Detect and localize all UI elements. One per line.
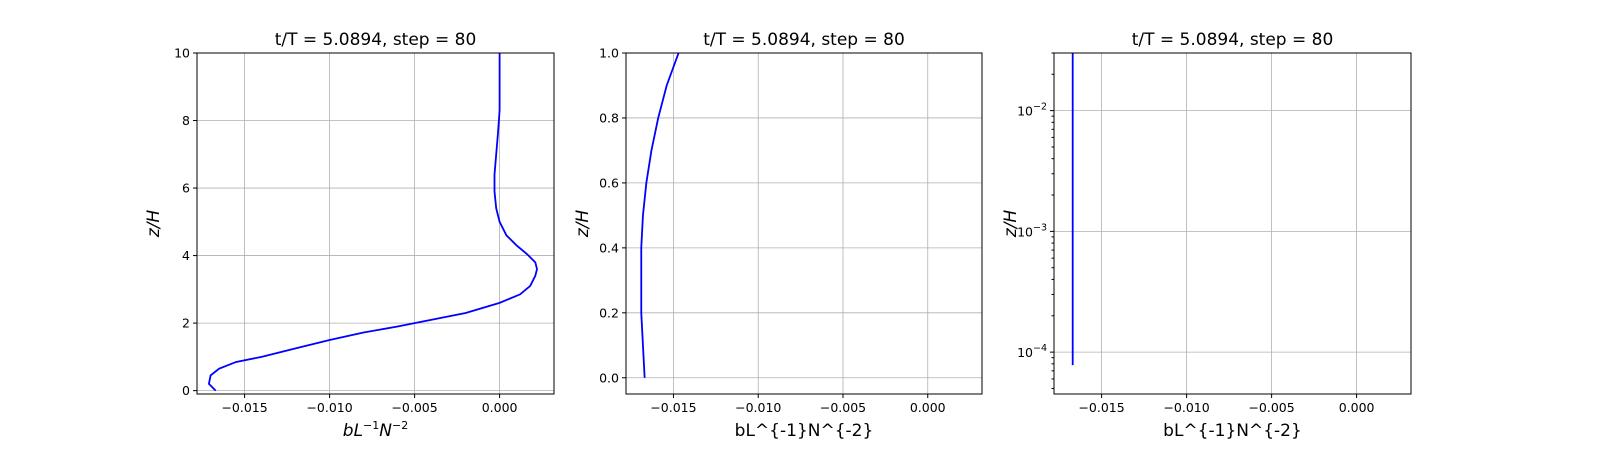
- y-tick-label: 10−2: [1017, 102, 1047, 119]
- series-line: [640, 52, 680, 378]
- x-tick-label: −0.005: [1248, 400, 1294, 415]
- y-axis-label: z/H: [573, 210, 593, 239]
- x-tick-label: −0.010: [1163, 400, 1209, 415]
- y-tick-label: 4: [182, 248, 190, 263]
- x-tick-label: −0.010: [306, 400, 352, 415]
- x-tick-label: −0.005: [820, 400, 866, 415]
- plot-frame: [196, 52, 555, 395]
- x-tick-label: −0.015: [1078, 400, 1124, 415]
- x-tick-label: −0.010: [735, 400, 781, 415]
- panel-2: −0.015 −0.010 −0.005 0.000 0.0 0.2 0.4 0.6 0.8 1…: [573, 30, 983, 441]
- panel-3: −0.015 −0.010 −0.005 0.000 10−4 10−3 10−2 t/T…: [1001, 30, 1412, 441]
- y-tick-label: 0.4: [599, 240, 619, 255]
- x-axis-label-sup1: −1: [363, 419, 379, 432]
- plot-frame: [1053, 52, 1412, 395]
- x-axis-label: bL^{-1}N^{-2}: [735, 421, 874, 441]
- y-tick-label: 2: [182, 316, 190, 331]
- x-tick-label: 0.000: [910, 400, 946, 415]
- y-tick-label: 0.0: [599, 370, 619, 385]
- x-axis-label: bL−1N−2: [343, 419, 408, 441]
- y-tick-label: 10−3: [1017, 222, 1047, 239]
- series-line: [207, 53, 538, 392]
- y-tick-label: 0.2: [599, 305, 619, 320]
- chart-title: t/T = 5.0894, step = 80: [275, 30, 477, 50]
- y-tick-label: 8: [182, 113, 190, 128]
- y-axis-label: z/H: [144, 210, 164, 239]
- x-axis-label-sup2: −2: [392, 419, 408, 432]
- x-axis-label-base: bL: [343, 421, 363, 441]
- x-axis-label: bL^{-1}N^{-2}: [1163, 421, 1302, 441]
- y-axis-label: z/H: [1001, 210, 1021, 239]
- x-tick-label: 0.000: [482, 400, 518, 415]
- x-axis-label-mid: N: [379, 421, 392, 441]
- y-tick-label: 0.6: [599, 175, 619, 190]
- y-tick-label: 0.8: [599, 110, 619, 125]
- x-tick-label: −0.005: [391, 400, 437, 415]
- y-tick-label: 10−4: [1017, 343, 1047, 360]
- x-tick-label: −0.015: [221, 400, 267, 415]
- y-tick-label: 1.0: [599, 46, 619, 61]
- y-tick-label: 0: [182, 383, 190, 398]
- panel-1: −0.015 −0.010 −0.005 0.000 0 2 4 6 8 10 t/T = 5.…: [144, 30, 555, 441]
- plot-frame: [625, 52, 983, 395]
- chart-title: t/T = 5.0894, step = 80: [703, 30, 905, 50]
- y-tick-label: 6: [182, 181, 190, 196]
- y-tick-label: 10: [174, 46, 190, 61]
- x-tick-label: 0.000: [1339, 400, 1375, 415]
- chart-title: t/T = 5.0894, step = 80: [1132, 30, 1334, 50]
- x-tick-label: −0.015: [650, 400, 696, 415]
